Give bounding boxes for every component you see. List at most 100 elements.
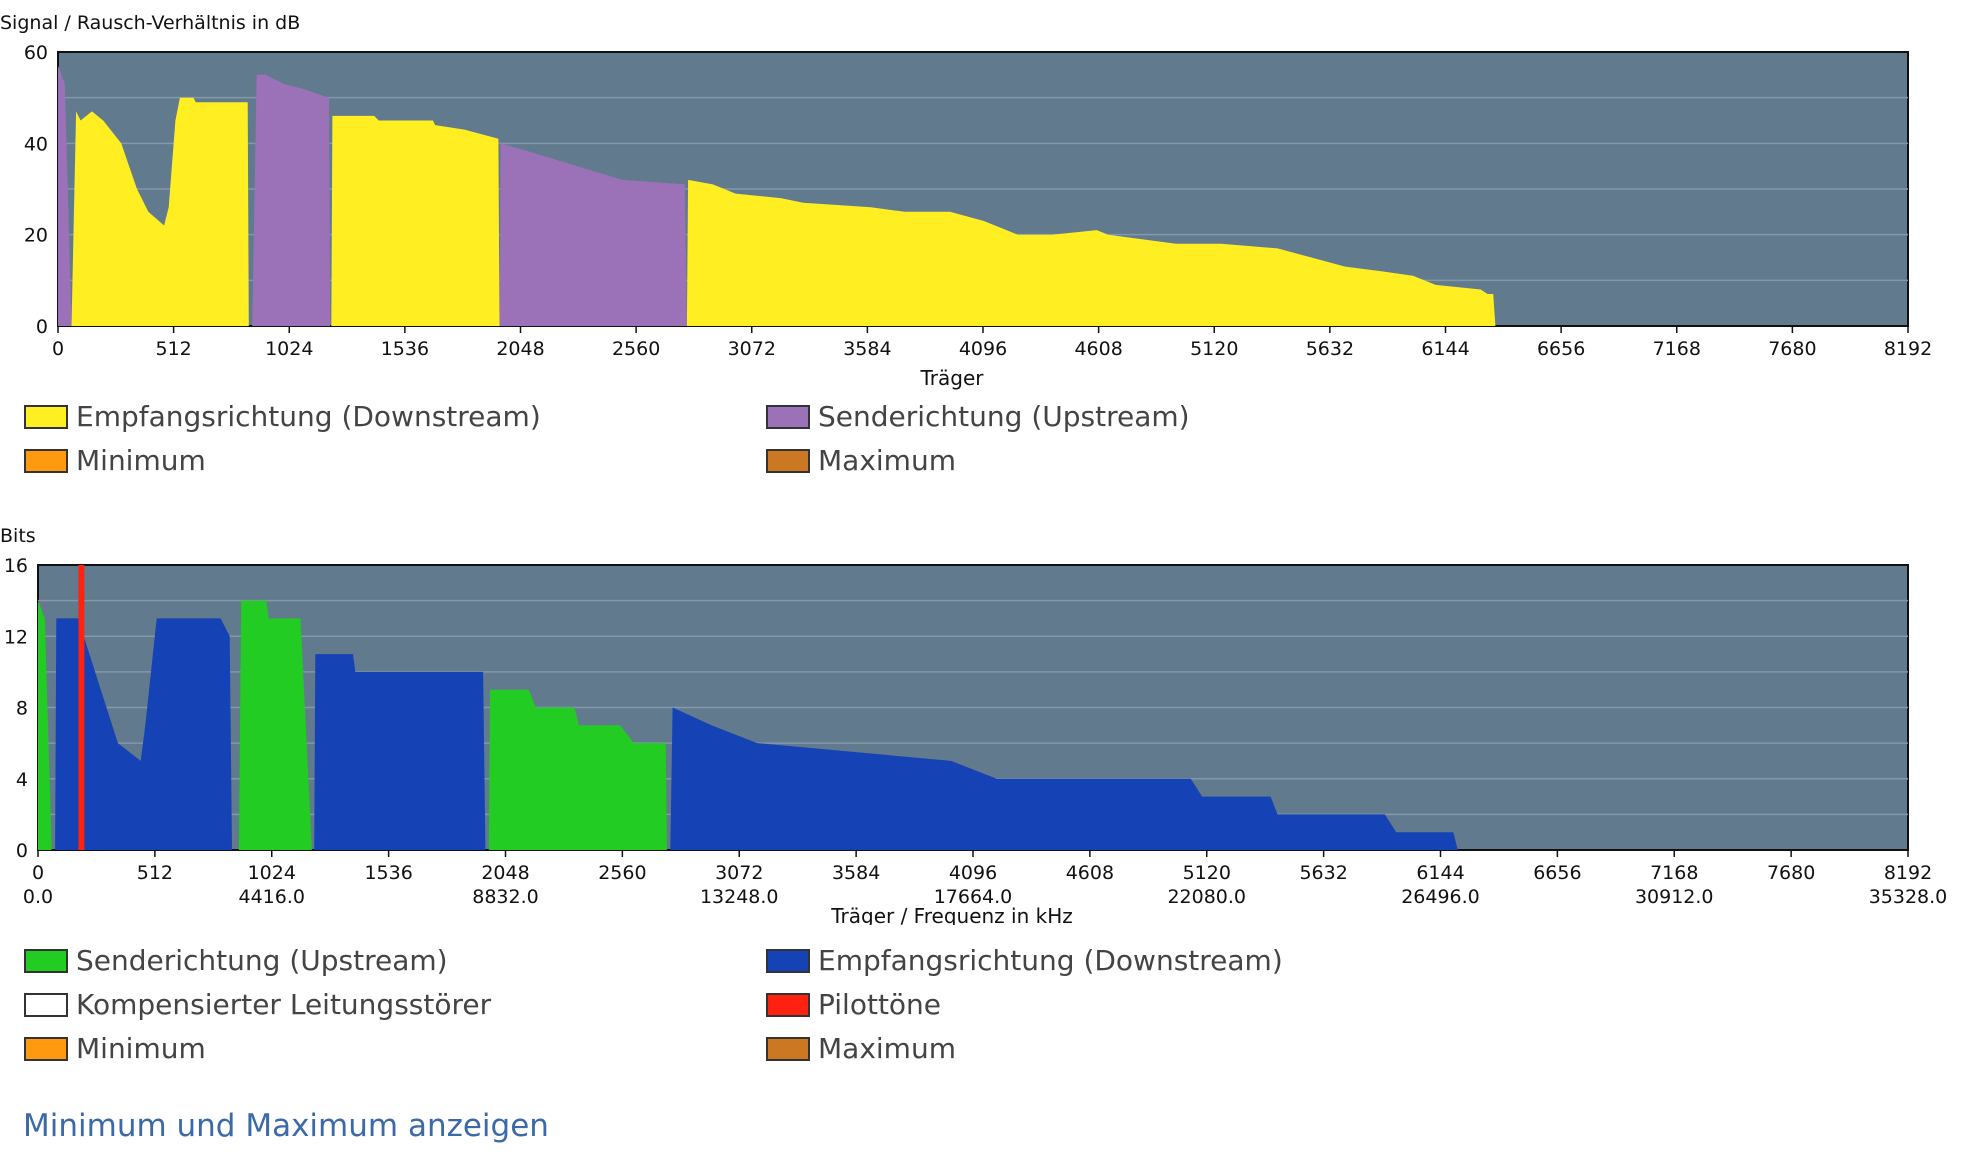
snr-legend-minimum-swatch [24,448,68,473]
snr-legend-maximum-label: Maximum [818,444,956,477]
snr-xtick-label: 0 [52,338,64,360]
snr-ytick-label: 0 [36,316,48,338]
bits-xtick-label: 8192 [1884,862,1932,884]
snr-series-empfangsrichtung-downstream [71,97,1496,326]
bits-legend-compensated-label: Kompensierter Leitungsstörer [76,988,492,1021]
bits-xtick-label: 1536 [364,862,412,884]
bits-xtick-frequency-label: 22080.0 [1167,886,1246,908]
bits-series-senderichtung-upstream [38,600,667,850]
snr-xtick-label: 2560 [612,338,660,360]
bits-legend-minimum-label: Minimum [76,1032,206,1065]
bits-ytick-label: 4 [16,769,28,791]
bits-xtick-frequency-label: 30912.0 [1635,886,1714,908]
bits-legend-upstream[interactable]: Senderichtung (Upstream) [24,944,448,977]
snr-xtick-label: 6656 [1537,338,1585,360]
bits-xtick-label: 4608 [1066,862,1114,884]
snr-xtick-label: 2048 [496,338,544,360]
snr-ytick-label: 20 [24,225,48,247]
bits-xtick-frequency-label: 0.0 [23,886,53,908]
bits-xtick-label: 2560 [598,862,646,884]
bits-legend-compensated-swatch [24,992,68,1017]
bits-legend-maximum-label: Maximum [818,1032,956,1065]
bits-xtick-label: 3072 [715,862,763,884]
bits-ytick-label: 8 [16,698,28,720]
snr-xtick-label: 5632 [1306,338,1354,360]
bits-legend-downstream-swatch [766,948,810,973]
bits-ytick-label: 16 [4,555,28,577]
bits-xlabel: Träger / Frequenz in kHz [830,904,1072,925]
bits-pilot-tone-mark [78,565,85,850]
snr-legend-downstream[interactable]: Empfangsrichtung (Downstream) [24,400,541,433]
bits-legend-maximum-swatch [766,1036,810,1061]
bits-xtick-label: 512 [137,862,173,884]
bits-xtick-frequency-label: 26496.0 [1401,886,1480,908]
snr-series-senderichtung-upstream [58,65,687,326]
bits-legend-pilot[interactable]: Pilottöne [766,988,941,1021]
bits-xtick-label: 2048 [481,862,529,884]
bits-legend-upstream-label: Senderichtung (Upstream) [76,944,448,977]
bits-xtick-frequency-label: 35328.0 [1869,886,1948,908]
bits-legend-upstream-swatch [24,948,68,973]
snr-ytick-label: 60 [24,42,48,64]
bits-ytick-label: 12 [4,626,28,648]
bits-legend-minimum[interactable]: Minimum [24,1032,206,1065]
bits-series-empfangsrichtung-downstream [55,618,1458,850]
bits-xtick-label: 4096 [949,862,997,884]
bits-chart: Bits 0 4 8 12 16 0 512 1024 1536 2048 2560 3072 358… [0,525,1947,925]
bits-legend-compensated[interactable]: Kompensierter Leitungsstörer [24,988,491,1021]
snr-xtick-label: 7168 [1653,338,1701,360]
bits-legend-downstream[interactable]: Empfangsrichtung (Downstream) [766,944,1283,977]
bits-ytick-label: 0 [16,840,28,862]
snr-xlabel: Träger [920,366,985,390]
bits-legend-minimum-swatch [24,1036,68,1061]
snr-xtick-label: 1024 [265,338,313,360]
snr-legend-minimum[interactable]: Minimum [24,444,206,477]
bits-xtick-frequency-label: 4416.0 [239,886,305,908]
snr-legend-downstream-swatch [24,404,68,429]
bits-legend-pilot-label: Pilottöne [818,988,942,1021]
snr-xtick-label: 3584 [843,338,891,360]
snr-y-axis: 0 20 40 60 [24,42,48,338]
snr-legend-maximum[interactable]: Maximum [766,444,956,477]
bits-xtick-label: 3584 [832,862,880,884]
bits-xtick-label: 6656 [1533,862,1581,884]
snr-ylabel: Signal / Rausch-Verhältnis in dB [0,12,300,34]
bits-xtick-label: 1024 [248,862,296,884]
snr-legend-downstream-label: Empfangsrichtung (Downstream) [76,400,541,433]
snr-x-axis: 0 512 1024 1536 2048 2560 3072 3584 4096 4608 5120… [52,326,1932,360]
snr-legend-maximum-swatch [766,448,810,473]
snr-xtick-label: 6144 [1421,338,1469,360]
bits-y-axis: 0 4 8 12 16 [4,555,28,862]
snr-xtick-label: 4096 [959,338,1007,360]
snr-legend-upstream-label: Senderichtung (Upstream) [818,400,1190,433]
bits-xtick-label: 5632 [1299,862,1347,884]
snr-xtick-label: 5120 [1190,338,1238,360]
snr-xtick-label: 1536 [381,338,429,360]
snr-legend-upstream-swatch [766,404,810,429]
snr-legend: Empfangsrichtung (Downstream) Sendericht… [0,400,1962,480]
bits-xtick-frequency-label: 8832.0 [472,886,538,908]
bits-xtick-label: 5120 [1183,862,1231,884]
snr-xtick-label: 512 [155,338,191,360]
snr-ytick-label: 40 [24,133,48,155]
snr-xtick-label: 4608 [1074,338,1122,360]
snr-chart: Signal / Rausch-Verhältnis in dB 0 20 40 60… [0,12,1932,390]
snr-legend-minimum-label: Minimum [76,444,206,477]
bits-areas [38,565,1458,850]
show-min-max-link[interactable]: Minimum und Maximum anzeigen [23,1108,549,1144]
snr-xtick-label: 7680 [1768,338,1816,360]
bits-ylabel: Bits [0,525,36,547]
bits-xtick-label: 7168 [1650,862,1698,884]
snr-xtick-label: 3072 [728,338,776,360]
snr-areas [58,65,1496,326]
snr-legend-upstream[interactable]: Senderichtung (Upstream) [766,400,1190,433]
bits-legend-maximum[interactable]: Maximum [766,1032,956,1065]
bits-xtick-label: 0 [32,862,44,884]
bits-xtick-label: 7680 [1767,862,1815,884]
bits-x-axis: 0 512 1024 1536 2048 2560 3072 3584 4096 4608 5120… [23,850,1947,908]
bits-xtick-frequency-label: 17664.0 [934,886,1013,908]
bits-legend-downstream-label: Empfangsrichtung (Downstream) [818,944,1283,977]
bits-legend-pilot-swatch [766,992,810,1017]
bits-legend: Senderichtung (Upstream) Empfangsrichtun… [0,944,1962,1074]
